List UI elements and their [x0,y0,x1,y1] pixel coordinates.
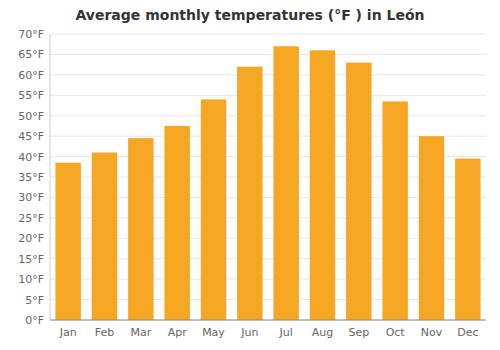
x-tick-label: Mar [130,326,151,339]
y-tick-label: 25°F [18,212,44,225]
y-tick-label: 20°F [18,232,44,245]
grid-line [50,95,486,96]
y-tick-label: 45°F [18,130,44,143]
y-tick-label: 0°F [25,314,44,327]
x-tick-label: Jun [240,326,258,339]
bar [273,46,298,320]
bars [55,46,480,320]
y-tick-label: 30°F [18,191,44,204]
x-tick-label: Feb [95,326,114,339]
y-tick-label: 15°F [18,253,44,266]
y-tick-label: 50°F [18,110,44,123]
x-tick-label: Jul [279,326,293,339]
bar [164,126,189,320]
y-tick-label: 60°F [18,69,44,82]
x-axis: Jan Feb Mar Apr May Jun Jul Aug Sep Oct Nov Dec [50,34,486,339]
y-tick-label: 10°F [18,273,44,286]
grid-line [50,320,486,321]
y-tick-label: 70°F [18,28,44,41]
bar [92,152,117,320]
bar [237,67,262,320]
grid-line [50,34,486,35]
x-tick-label: Apr [168,326,188,339]
x-tick-label: Dec [457,326,478,339]
grid [50,34,486,320]
bar [310,50,335,320]
title: Average monthly temperatures (°F ) in Le… [76,7,425,23]
bar [128,138,153,320]
bar [455,159,480,320]
grid-line [50,74,486,75]
x-tick-label: Oct [386,326,406,339]
y-tick-label: 55°F [18,89,44,102]
x-axis-line [50,320,486,321]
x-tick-label: May [202,326,225,339]
bar [382,101,407,320]
y-tick-label: 40°F [18,151,44,164]
y-tick-label: 5°F [25,294,44,307]
x-tick-label: Sep [348,326,369,339]
x-tick-label: Jan [59,326,77,339]
bar [346,63,371,320]
x-tick-label: Aug [312,326,333,339]
y-tick-label: 35°F [18,171,44,184]
chart: Average monthly temperatures (°F ) in Le… [0,0,500,350]
y-axis: 0°F 5°F 10°F 15°F 20°F 25°F 30°F 35°F 40°F 45°F 50… [18,28,44,327]
bar [201,99,226,320]
y-axis-line [50,34,51,320]
y-tick-label: 65°F [18,48,44,61]
grid-line [50,115,486,116]
grid-line [50,54,486,55]
x-tick-label: Nov [421,326,443,339]
bar [419,136,444,320]
bar [55,163,80,320]
